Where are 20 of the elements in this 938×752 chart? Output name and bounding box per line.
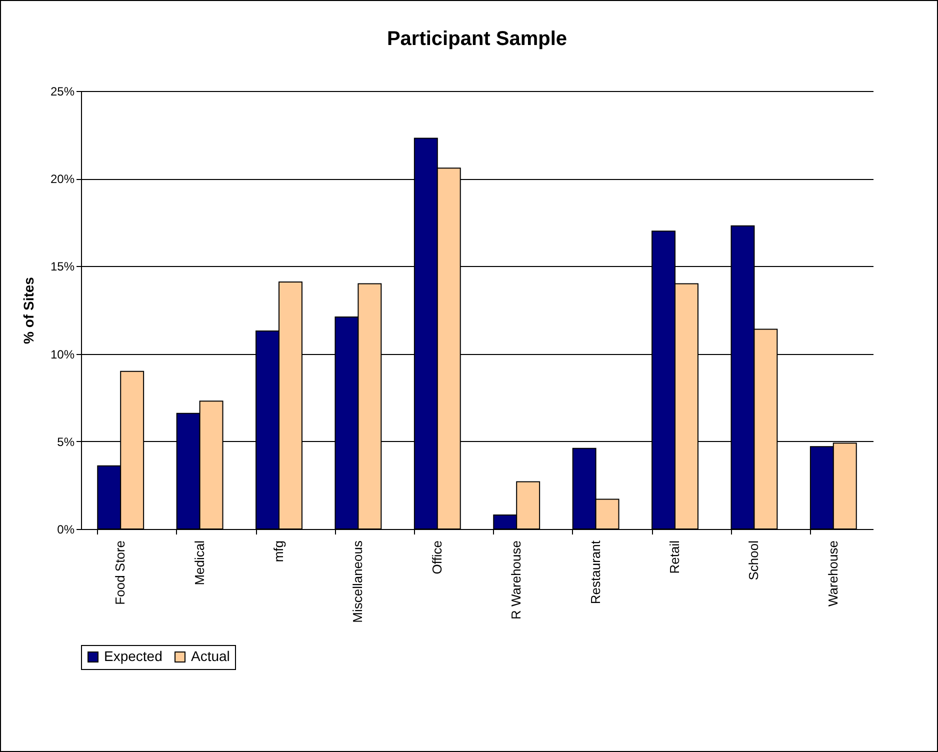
x-tick-label: R Warehouse (508, 540, 524, 620)
x-tick-label: School (746, 540, 762, 580)
chart-title: Participant Sample (386, 28, 568, 50)
legend-label: Actual (191, 648, 230, 664)
y-tick-label: 0% (57, 522, 75, 536)
x-tick-label: Warehouse (825, 540, 840, 606)
x-tick-label: Restaurant (588, 540, 603, 604)
y-tick-label: 10% (50, 347, 75, 362)
x-tick-label: mfg (271, 540, 286, 562)
x-tick-label: Office (429, 540, 444, 574)
legend-label: Expected (104, 648, 162, 664)
y-axis-title: % of Sites (20, 276, 36, 344)
y-tick-label: 25% (50, 84, 75, 98)
y-tick-label: 20% (50, 172, 75, 186)
y-tick-label: 15% (50, 260, 75, 274)
x-tick-label: Food Store (112, 540, 128, 605)
y-tick-label: 5% (57, 434, 75, 449)
x-tick-label: Retail (667, 540, 682, 574)
x-tick-label: Medical (192, 540, 207, 586)
x-tick-label: Miscellaneous (350, 540, 366, 623)
